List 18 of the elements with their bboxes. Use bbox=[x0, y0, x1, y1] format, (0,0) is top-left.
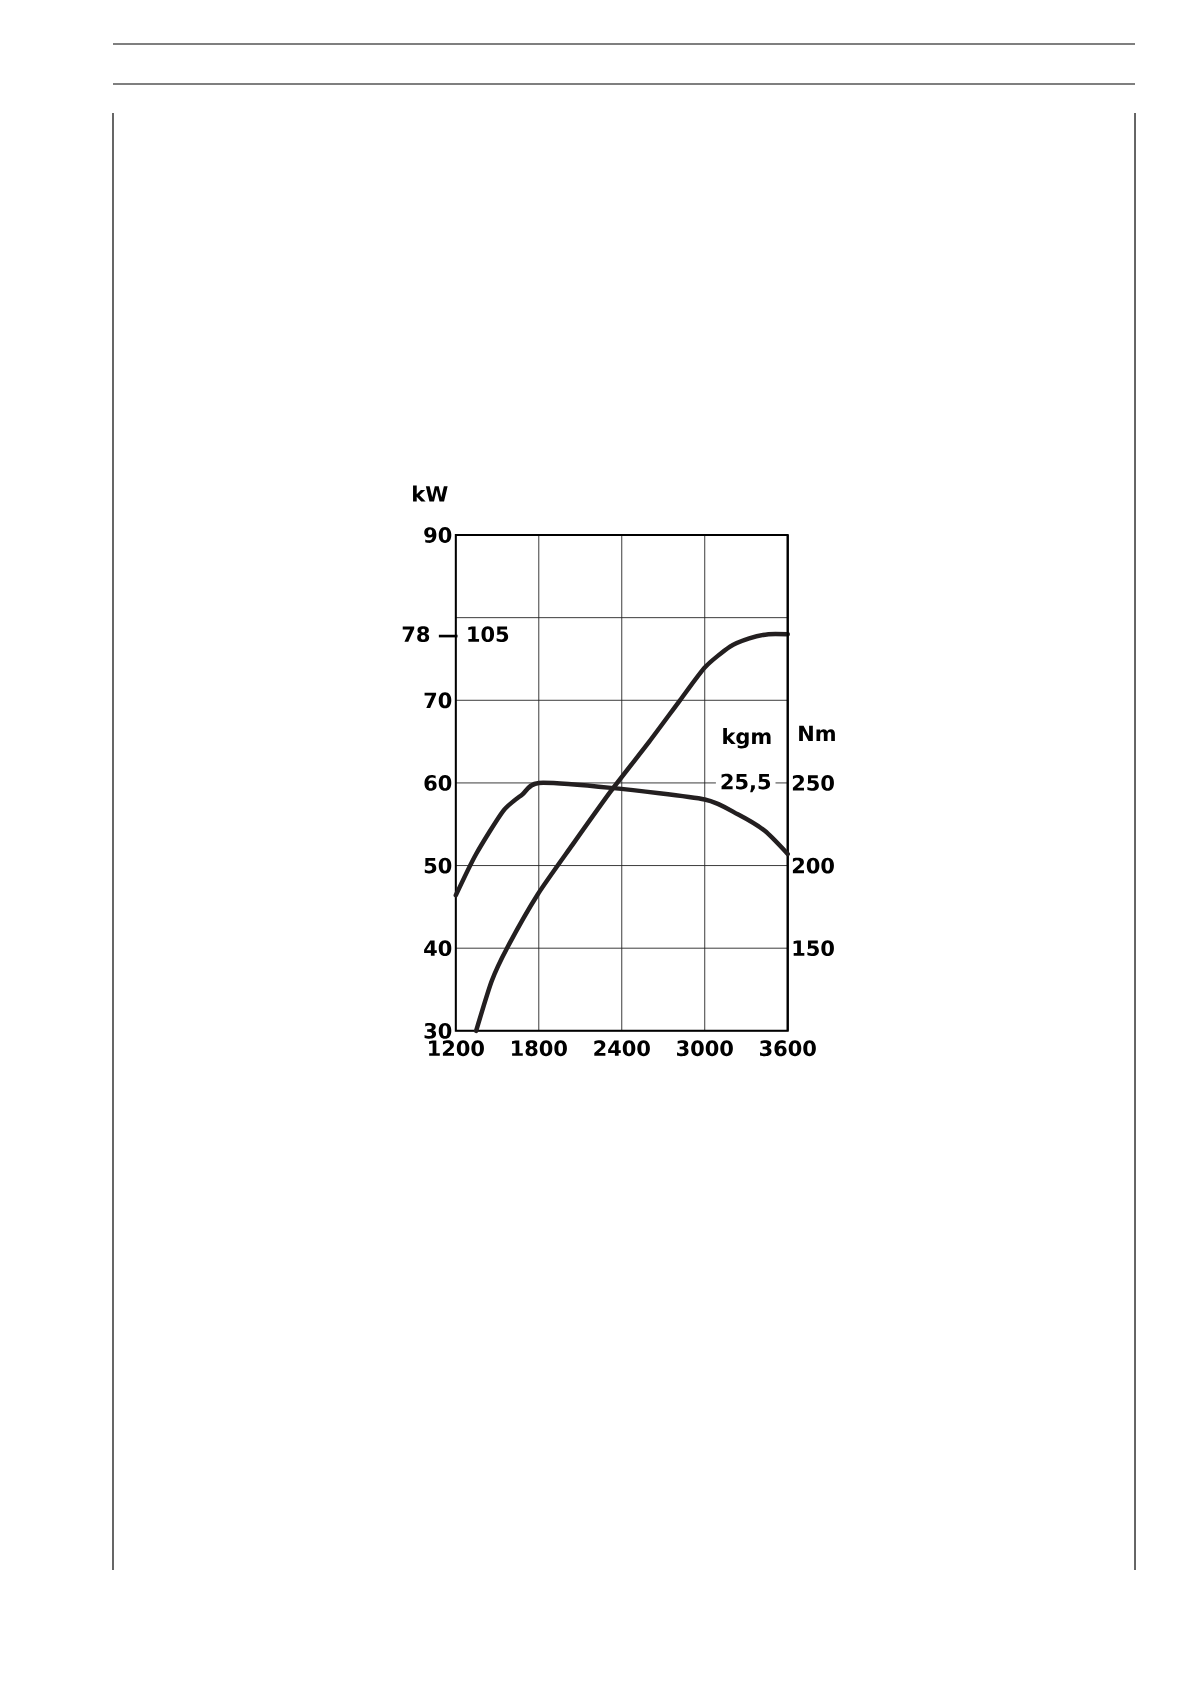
x-tick-label: 3000 bbox=[677, 1040, 733, 1057]
y-axis-title: kW bbox=[413, 485, 448, 502]
y-tick-label: 90 bbox=[424, 527, 452, 543]
x-tick-label: 1200 bbox=[429, 1040, 484, 1057]
y2-tick-label: 150 bbox=[793, 940, 834, 957]
y-tick-label: 50 bbox=[424, 857, 452, 874]
x-tick-label: 2400 bbox=[594, 1040, 650, 1057]
x-tick-label: 3600 bbox=[760, 1040, 816, 1057]
x-tick-label: 1800 bbox=[512, 1040, 567, 1057]
y2-tick-label: 200 bbox=[792, 857, 834, 874]
annotation: kgm bbox=[723, 728, 771, 749]
y2-axis-title: Nm bbox=[799, 725, 835, 741]
y-tick-label: 70 bbox=[424, 692, 452, 709]
y-tick-label: 30 bbox=[424, 1022, 452, 1039]
y-tick-label: 60 bbox=[424, 775, 452, 791]
annotation: 25,5 bbox=[721, 773, 771, 793]
y-tick-label: 40 bbox=[424, 940, 452, 957]
y2-tick-label: 250 bbox=[792, 775, 834, 791]
